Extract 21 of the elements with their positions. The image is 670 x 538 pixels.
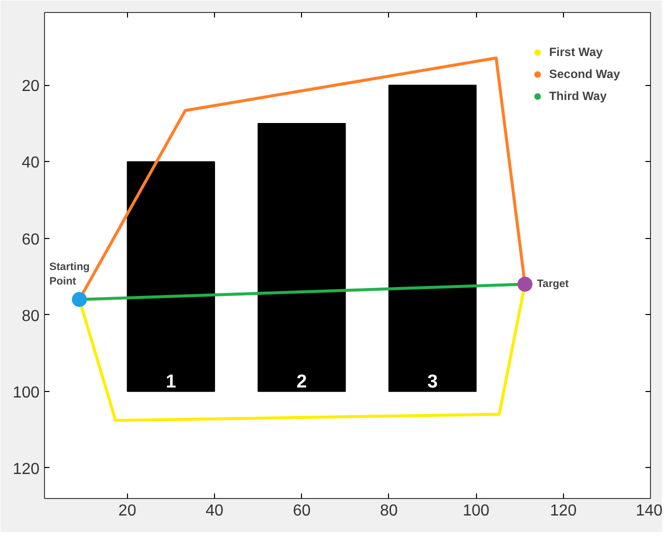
x-tick-label: 60 <box>292 502 311 520</box>
legend-label: Second Way <box>549 67 620 81</box>
x-tick-label: 80 <box>380 502 398 520</box>
x-tick-label: 40 <box>206 502 224 520</box>
annotation: Starting Point <box>49 261 90 288</box>
y-tick-label: 100 <box>12 384 40 402</box>
x-tick-label: 120 <box>550 502 577 520</box>
annotation: 2 <box>296 370 307 392</box>
legend-label: Third Way <box>549 89 607 103</box>
y-tick-label: 20 <box>22 78 40 96</box>
x-tick-label: 100 <box>462 502 490 520</box>
annotation: 3 <box>427 370 438 392</box>
y-tick-label: 120 <box>12 460 40 478</box>
y-tick-label: 60 <box>22 231 40 248</box>
legend-label: First Way <box>549 45 603 59</box>
y-tick-label: 40 <box>22 154 40 172</box>
annotation: 1 <box>166 370 176 392</box>
x-tick-label: 20 <box>118 502 136 520</box>
annotation: Target <box>536 278 570 290</box>
x-tick-label: 140 <box>636 502 663 520</box>
y-tick-label: 80 <box>22 308 40 325</box>
